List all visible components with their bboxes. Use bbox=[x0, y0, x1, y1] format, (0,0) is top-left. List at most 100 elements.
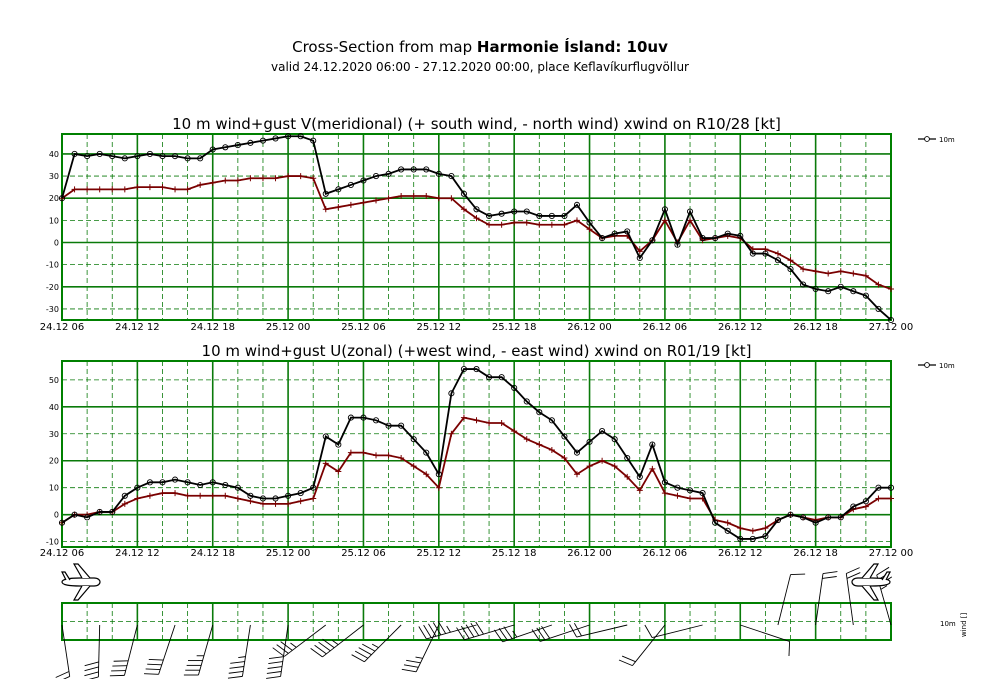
gust-point bbox=[297, 173, 304, 180]
barb-feather bbox=[145, 668, 161, 671]
wind-point bbox=[322, 433, 329, 440]
wind-point bbox=[749, 535, 756, 542]
barb-feather bbox=[266, 676, 281, 679]
wind-point bbox=[71, 150, 78, 157]
wind-point bbox=[674, 241, 681, 248]
gust-point bbox=[335, 204, 342, 211]
series-10m-line bbox=[61, 135, 892, 321]
wind-point bbox=[360, 177, 367, 184]
y-tick-label: 50 bbox=[49, 376, 59, 385]
barb-half-feather bbox=[371, 643, 379, 649]
gust-point bbox=[523, 219, 530, 226]
x-tick-label: 26.12 06 bbox=[643, 322, 688, 333]
wind-point bbox=[586, 438, 593, 445]
gust-point bbox=[435, 484, 442, 491]
wind-point bbox=[448, 390, 455, 397]
barb-staff bbox=[124, 624, 138, 676]
wind-point bbox=[247, 492, 254, 499]
gust-point bbox=[473, 215, 480, 222]
barb-staff bbox=[632, 624, 666, 666]
gust-point bbox=[548, 221, 555, 228]
wind-barb-icon bbox=[401, 624, 440, 673]
wind-point bbox=[335, 186, 342, 193]
gust-point bbox=[385, 452, 392, 459]
wind-point bbox=[171, 153, 179, 160]
barb-border bbox=[61, 602, 892, 641]
barb-feather bbox=[84, 661, 99, 667]
gust-point bbox=[222, 177, 229, 184]
wind-point bbox=[536, 409, 543, 416]
chart-subtitle: valid 24.12.2020 06:00 - 27.12.2020 00:0… bbox=[270, 60, 689, 74]
y-tick-label: 10 bbox=[49, 484, 59, 493]
x-tick-label: 24.12 18 bbox=[190, 322, 235, 333]
wind-point bbox=[523, 208, 530, 215]
barb-feather bbox=[314, 644, 327, 655]
wind-point bbox=[410, 166, 417, 173]
y-tick-label: -10 bbox=[46, 261, 59, 270]
gust-point bbox=[121, 500, 128, 507]
y-tick-label: 20 bbox=[49, 194, 59, 203]
wind-point bbox=[862, 292, 869, 299]
wind-point bbox=[498, 210, 505, 217]
airplane-wings bbox=[861, 563, 891, 601]
wind-point bbox=[423, 166, 430, 173]
wind-point bbox=[749, 250, 756, 257]
wind-point bbox=[875, 484, 882, 491]
barb-staff bbox=[464, 624, 515, 641]
wind-axis-label: wind [] bbox=[960, 612, 968, 637]
gust-point bbox=[121, 186, 128, 193]
gust-point bbox=[536, 221, 543, 228]
barb-feather bbox=[498, 628, 508, 641]
barb-staff bbox=[652, 624, 703, 639]
barb-staff bbox=[845, 573, 854, 626]
wind-barb-icon bbox=[618, 624, 666, 667]
barb-half-feather bbox=[512, 630, 518, 638]
wind-point bbox=[134, 484, 141, 491]
wind-point bbox=[812, 519, 819, 526]
x-tick-label: 25.12 06 bbox=[341, 548, 386, 559]
wind-point bbox=[649, 237, 656, 244]
gust-point bbox=[272, 500, 279, 507]
wind-point bbox=[561, 433, 568, 440]
x-tick-label: 26.12 00 bbox=[567, 322, 612, 333]
barb-feather bbox=[62, 676, 70, 679]
barb-staff bbox=[158, 624, 176, 675]
gust-point bbox=[837, 268, 844, 275]
x-tick-label: 24.12 12 bbox=[115, 548, 160, 559]
wind-point bbox=[109, 153, 116, 160]
gust-point bbox=[398, 455, 405, 462]
gust-point bbox=[649, 465, 656, 472]
wind-barb-icon bbox=[777, 573, 806, 626]
barb-half-feather bbox=[238, 656, 246, 658]
wind-point bbox=[385, 422, 392, 429]
panel-title: 10 m wind+gust U(zonal) (+west wind, - e… bbox=[202, 342, 752, 360]
barb-feather bbox=[318, 641, 331, 652]
wind-point bbox=[473, 206, 480, 213]
wind-point bbox=[184, 479, 191, 486]
chart-title: Cross-Section from map Harmonie Ísland: … bbox=[0, 38, 960, 56]
wind-point bbox=[159, 479, 166, 486]
wind-point bbox=[146, 479, 153, 486]
barb-feather bbox=[437, 620, 447, 634]
gust-point bbox=[184, 186, 191, 193]
barb-staff bbox=[61, 624, 71, 677]
x-tick-label: 26.12 18 bbox=[793, 548, 838, 559]
barb-half-feather bbox=[446, 625, 451, 633]
gust-point bbox=[862, 503, 869, 510]
wind-point bbox=[611, 436, 618, 443]
plot-border bbox=[61, 360, 892, 548]
barb-feather bbox=[846, 567, 860, 574]
wind-point bbox=[285, 133, 292, 140]
wind-point bbox=[84, 153, 91, 160]
gust-point bbox=[774, 250, 781, 257]
gust-point bbox=[234, 495, 241, 502]
wind-point bbox=[712, 519, 719, 526]
wind-point bbox=[661, 206, 668, 213]
wind-point bbox=[347, 414, 354, 421]
gust-point bbox=[460, 206, 467, 213]
gust-point bbox=[184, 492, 191, 499]
barb-feather bbox=[310, 647, 323, 658]
gust-point bbox=[385, 195, 392, 202]
barb-feather bbox=[493, 629, 504, 643]
gust-point bbox=[687, 217, 694, 224]
